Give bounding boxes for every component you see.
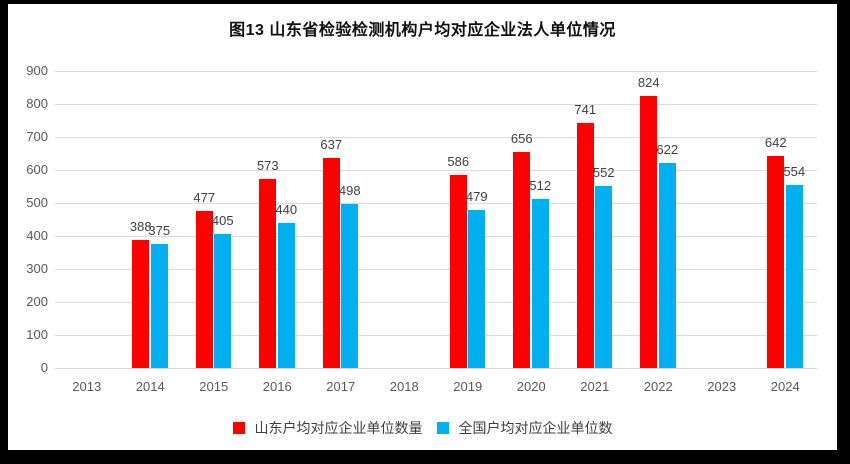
data-label-shandong-2024: 642 [764,135,787,151]
bar-national-2019 [468,209,486,368]
y-axis-label-700: 700 [26,129,48,144]
y-axis-label-0: 0 [40,360,48,375]
x-axis-label-2020: 2020 [516,379,546,394]
data-label-national-2019: 479 [465,188,488,204]
data-label-shandong-2021: 741 [574,102,597,118]
gridline-200 [55,302,817,303]
data-label-shandong-2017: 637 [320,136,343,152]
y-axis-label-900: 900 [26,63,48,78]
data-label-national-2014: 375 [148,223,171,239]
gridline-600 [55,170,817,171]
bar-shandong-2020 [513,151,531,368]
gridline-900 [55,71,817,72]
y-axis-label-300: 300 [26,261,48,276]
bar-national-2016 [277,222,295,368]
x-axis-label-2022: 2022 [643,379,673,394]
x-axis-label-2016: 2016 [262,379,292,394]
legend-swatch-shandong [232,422,245,434]
x-axis-label-2013: 2013 [72,379,102,394]
x-axis-label-2021: 2021 [580,379,610,394]
y-axis-label-600: 600 [26,162,48,177]
data-label-shandong-2016: 573 [256,157,279,173]
y-axis-label-200: 200 [26,294,48,309]
bar-national-2015 [214,234,232,368]
bar-national-2024 [785,185,803,368]
plot-area: 0 100 200 300 400 500 600 700 800 900 2013 2014 388 3… [8,4,837,450]
x-axis-label-2014: 2014 [135,379,165,394]
x-axis-label-2015: 2015 [199,379,229,394]
data-label-national-2021: 552 [592,164,615,180]
bar-national-2021 [595,185,613,368]
bar-national-2022 [658,162,676,368]
data-label-shandong-2019: 586 [447,153,470,169]
gridline-400 [55,236,817,237]
gridline-0 [55,368,817,369]
chart-title: 图13 山东省检验检测机构户均对应企业法人单位情况 [229,22,616,39]
gridline-800 [55,104,817,105]
data-label-shandong-2022: 824 [637,75,660,91]
x-axis-label-2017: 2017 [326,379,356,394]
data-label-national-2022: 622 [656,141,679,157]
y-axis-label-800: 800 [26,96,48,111]
bar-shandong-2021 [576,123,594,368]
x-axis-label-2019: 2019 [453,379,483,394]
x-axis-label-2024: 2024 [770,379,800,394]
data-label-national-2016: 440 [275,201,298,217]
x-axis-label-2018: 2018 [389,379,419,394]
gridline-300 [55,269,817,270]
bar-shandong-2017 [322,157,340,368]
data-label-national-2015: 405 [211,213,234,229]
legend-swatch-national [436,422,449,434]
y-axis-label-100: 100 [26,327,48,342]
data-label-national-2020: 512 [529,178,552,194]
bar-shandong-2024 [767,156,785,368]
bar-shandong-2019 [449,174,467,368]
gridline-500 [55,203,817,204]
bar-shandong-2022 [640,96,658,368]
legend-label-shandong: 山东户均对应企业单位数量 [254,420,423,436]
legend: 山东户均对应企业单位数量 全国户均对应企业单位数 [8,418,837,438]
gridline-100 [55,335,817,336]
bar-shandong-2016 [259,178,277,368]
gridline-700 [55,137,817,138]
bar-national-2020 [531,199,549,368]
data-label-shandong-2014: 388 [129,218,152,234]
data-label-shandong-2020: 656 [510,130,533,146]
bar-national-2014 [150,244,168,368]
chart-canvas: 图13 山东省检验检测机构户均对应企业法人单位情况 0 100 200 300 400 5… [8,4,837,450]
x-axis-label-2023: 2023 [707,379,737,394]
y-axis-label-400: 400 [26,228,48,243]
y-axis-label-500: 500 [26,195,48,210]
data-label-national-2017: 498 [338,182,361,198]
bar-national-2017 [341,203,359,368]
data-label-national-2024: 554 [783,164,806,180]
bar-shandong-2015 [195,210,213,368]
bar-shandong-2014 [132,239,150,368]
legend-label-national: 全国户均对应企业单位数 [458,420,613,436]
data-label-shandong-2015: 477 [193,189,216,205]
